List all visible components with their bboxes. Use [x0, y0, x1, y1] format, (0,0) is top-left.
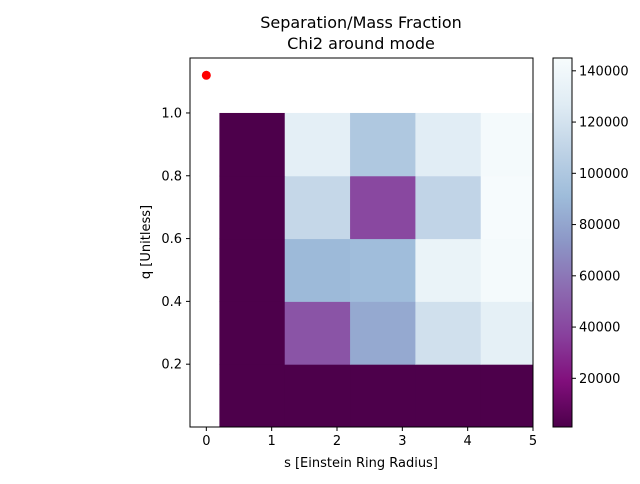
y-tick-label: 0.6: [161, 232, 182, 247]
heatmap-cell: [219, 112, 286, 177]
heatmap-cell: [284, 175, 351, 240]
heatmap-cell: [219, 301, 286, 365]
colorbar-ticks: 20000 40000 60000 80000 100000 120000 140000: [572, 64, 629, 387]
heatmap-cell: [284, 301, 351, 365]
heatmap-cell: [480, 175, 534, 240]
colorbar-tick-label: 40000: [579, 321, 620, 336]
heatmap-cell: [350, 175, 416, 240]
plot-frame: [189, 57, 534, 428]
x-tick-label: 3: [398, 434, 406, 449]
colorbar-tick-label: 60000: [579, 269, 620, 284]
heatmap-cell: [350, 238, 416, 302]
heatmap-cell: [284, 238, 351, 302]
heatmap-cell: [415, 301, 482, 365]
y-tick-label: 0.2: [161, 358, 182, 373]
heatmap-cell: [415, 175, 482, 240]
marker-points: [201, 70, 211, 80]
heatmap-cell: [480, 364, 534, 428]
heatmap-cell: [350, 364, 416, 428]
x-axis-ticks: 0 1 2 3 4 5: [202, 427, 537, 449]
y-axis-ticks: 0.2 0.4 0.6 0.8 1.0: [161, 106, 190, 373]
y-tick-label: 1.0: [161, 106, 182, 121]
heatmap-cell: [415, 238, 482, 302]
y-tick-label: 0.8: [161, 169, 182, 184]
y-axis-label: q [Unitless]: [139, 205, 154, 279]
heatmap-cell: [350, 301, 416, 365]
y-tick-label: 0.4: [161, 295, 182, 310]
chart-subtitle: Chi2 around mode: [287, 34, 435, 53]
x-tick-label: 4: [464, 434, 472, 449]
heatmap-cell: [480, 238, 534, 302]
colorbar-tick-label: 80000: [579, 218, 620, 233]
x-tick-label: 5: [529, 434, 537, 449]
colorbar: [552, 57, 573, 428]
colorbar-tick-label: 120000: [579, 116, 629, 131]
heatmap-cell: [284, 112, 351, 177]
heatmap-cell: [415, 112, 482, 177]
data-point: [201, 70, 211, 80]
chart-title: Separation/Mass Fraction: [260, 13, 462, 32]
colorbar-tick-label: 20000: [579, 372, 620, 387]
x-tick-label: 1: [268, 434, 276, 449]
x-tick-label: 0: [202, 434, 210, 449]
colorbar-tick-label: 140000: [579, 64, 629, 79]
heatmap-cell: [350, 112, 416, 177]
heatmap-cell: [219, 175, 286, 240]
heatmap-cell: [480, 301, 534, 365]
x-axis-label: s [Einstein Ring Radius]: [284, 456, 438, 471]
heatmap-cell: [219, 238, 286, 302]
heatmap-cell: [480, 112, 534, 177]
heatmap-cell: [219, 364, 286, 428]
heatmap-cell: [415, 364, 482, 428]
colorbar-tick-label: 100000: [579, 167, 629, 182]
heatmap-cell: [284, 364, 351, 428]
heatmap-cells: [219, 112, 534, 428]
x-tick-label: 2: [333, 434, 341, 449]
